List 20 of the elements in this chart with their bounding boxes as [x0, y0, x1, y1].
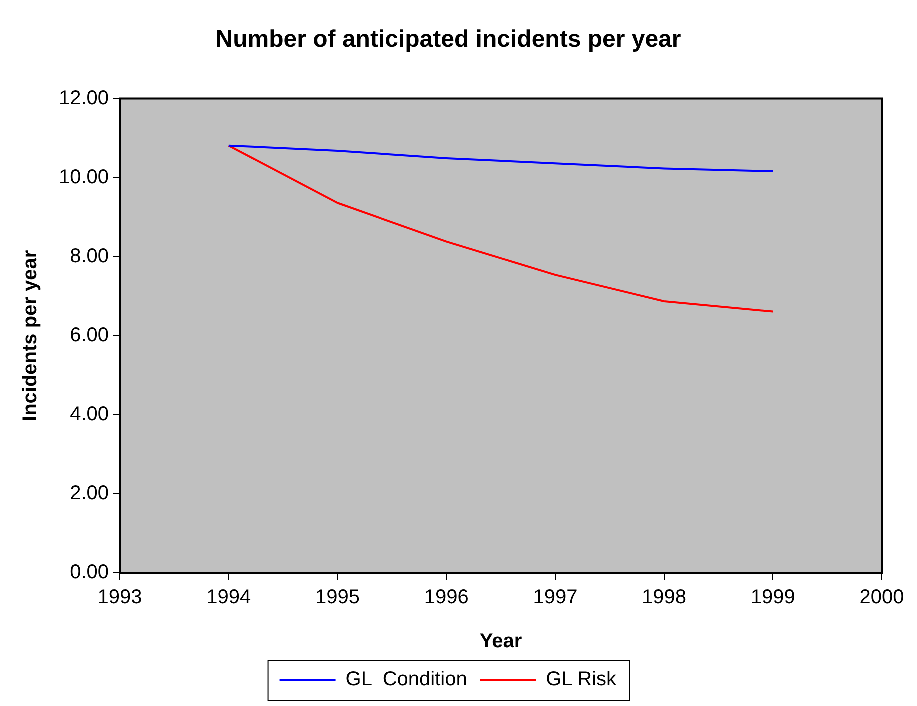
- x-tick-label: 1998: [642, 586, 687, 609]
- x-tick-label: 1999: [750, 586, 796, 609]
- y-axis-title: Incidents per year: [20, 250, 42, 422]
- x-tick-label: 1997: [533, 586, 578, 609]
- y-tick-label: 10.00: [58, 166, 110, 188]
- y-tick-label: 4.00: [70, 403, 110, 426]
- x-tick-label: 1993: [98, 586, 142, 609]
- x-tick-label: 1994: [206, 586, 252, 609]
- x-tick-label: 1995: [316, 586, 360, 609]
- x-tick-label: 1996: [424, 586, 469, 609]
- legend-label: GL Risk: [546, 668, 618, 691]
- y-tick-label: 12.00: [58, 87, 110, 110]
- x-axis-title: Year: [480, 630, 522, 653]
- y-tick-label: 8.00: [70, 245, 110, 268]
- chart-title: Number of anticipated incidents per year: [216, 26, 682, 54]
- y-tick-label: 6.00: [70, 324, 110, 346]
- y-tick-label: 0.00: [70, 562, 110, 584]
- legend-label: GL Condition: [346, 668, 468, 691]
- y-tick-label: 2.00: [70, 482, 110, 504]
- x-tick-label: 2000: [860, 586, 904, 609]
